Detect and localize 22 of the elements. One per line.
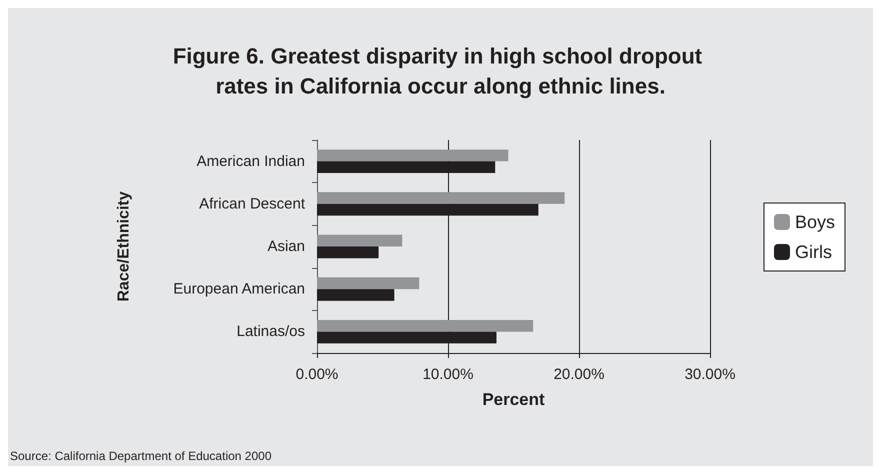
x-axis-title: Percent xyxy=(482,390,546,409)
bar xyxy=(317,320,534,332)
x-tick-label: 0.00% xyxy=(296,366,338,383)
x-tick-label: 20.00% xyxy=(554,366,604,383)
y-tick-label: American Indian xyxy=(196,152,305,170)
chart-title: Figure 6. Greatest disparity in high school dropout rates in California occur along ethnic lines. xyxy=(172,44,708,98)
y-axis-title: Race/Ethnicity xyxy=(116,191,132,302)
y-tick-label: European American xyxy=(173,280,305,298)
x-tick-label: 10.00% xyxy=(422,366,474,383)
bar xyxy=(317,192,565,204)
y-tick-label: Asian xyxy=(267,238,305,255)
x-tick-label: 30.00% xyxy=(684,366,736,383)
bar xyxy=(317,150,508,162)
legend-label: Boys xyxy=(794,212,836,232)
source-note: Source: California Department of Education 2000 xyxy=(10,449,272,463)
y-tick-label: African Descent xyxy=(199,195,306,212)
y-tick-label: Latinas/os xyxy=(236,323,305,340)
bar xyxy=(317,234,402,246)
bar xyxy=(317,277,420,290)
bar xyxy=(317,246,379,258)
bar xyxy=(317,289,394,301)
legend-label: Girls xyxy=(794,242,832,262)
